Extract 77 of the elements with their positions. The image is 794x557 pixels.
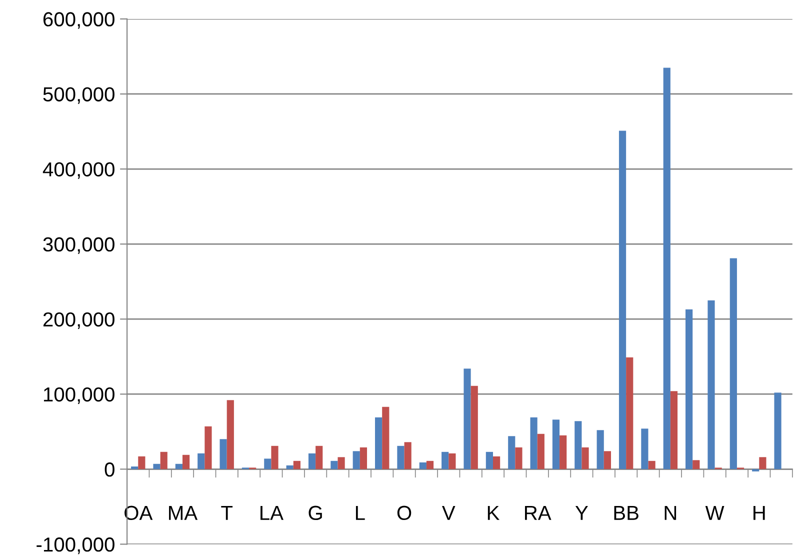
y-tick-label: 0	[104, 462, 114, 477]
x-tick-label: OA	[124, 506, 153, 520]
bar	[375, 417, 382, 470]
bar	[360, 447, 368, 470]
bar	[574, 421, 582, 470]
bar	[730, 258, 737, 470]
x-tick-label: N	[664, 506, 676, 520]
y-tick-label: 100,000	[44, 387, 114, 404]
bar	[641, 428, 648, 470]
bar	[286, 465, 294, 470]
bar	[626, 357, 634, 470]
bar	[648, 460, 656, 470]
bar	[596, 430, 604, 470]
x-tick-label: L	[356, 506, 365, 520]
bar	[759, 457, 766, 470]
bar	[226, 400, 234, 470]
bar	[220, 439, 227, 470]
bar	[515, 447, 522, 470]
x-tick-label: V	[442, 506, 456, 520]
bar	[537, 434, 544, 470]
x-tick-label: MA	[169, 506, 198, 520]
y-tick-label: -100,000	[36, 537, 114, 554]
bar	[508, 436, 516, 470]
bar	[774, 392, 782, 470]
bar	[604, 451, 611, 470]
bar	[552, 420, 560, 470]
bar	[442, 452, 449, 470]
bar	[530, 417, 538, 470]
bar	[464, 368, 471, 470]
y-tick-label: 400,000	[42, 162, 114, 179]
bar	[663, 68, 670, 470]
bar	[582, 447, 589, 470]
bar	[404, 442, 412, 470]
bar	[316, 446, 323, 470]
bar	[382, 406, 390, 470]
bar	[686, 309, 693, 470]
bar	[670, 391, 678, 470]
x-tick-label: G	[308, 506, 322, 520]
x-tick-label: T	[221, 506, 233, 520]
x-tick-label: RA	[525, 506, 552, 520]
bar	[204, 426, 212, 470]
bar	[338, 457, 345, 470]
bar	[131, 466, 138, 470]
bar	[708, 300, 715, 470]
bar	[560, 435, 567, 470]
bar	[330, 460, 338, 470]
bar	[175, 464, 182, 470]
bar	[198, 453, 205, 470]
bar	[692, 460, 700, 470]
bar	[470, 386, 478, 470]
bar	[308, 453, 316, 470]
y-tick-label: 300,000	[43, 237, 114, 254]
bar	[271, 446, 278, 470]
x-tick-label: H	[754, 506, 765, 520]
x-tick-label: Y	[575, 506, 588, 520]
bar	[352, 451, 360, 470]
bar	[448, 453, 456, 470]
y-tick-label: 200,000	[43, 312, 114, 329]
y-tick-label: 500,000	[43, 87, 114, 104]
bar	[419, 462, 426, 470]
bar	[426, 460, 434, 470]
bar	[492, 456, 500, 470]
x-tick-label: O	[397, 506, 412, 520]
x-tick-label: BB	[614, 506, 638, 520]
x-tick-label: LA	[260, 506, 284, 520]
bar	[397, 446, 404, 470]
bar	[160, 452, 168, 470]
bar	[153, 464, 160, 470]
bar	[264, 458, 272, 470]
bar	[182, 454, 190, 470]
bar	[486, 452, 493, 470]
bar	[138, 456, 146, 470]
bar	[293, 460, 300, 470]
y-tick-label: 600,000	[43, 12, 114, 29]
x-tick-label: K	[488, 506, 500, 520]
x-tick-label: W	[705, 506, 724, 520]
bar	[618, 130, 626, 470]
